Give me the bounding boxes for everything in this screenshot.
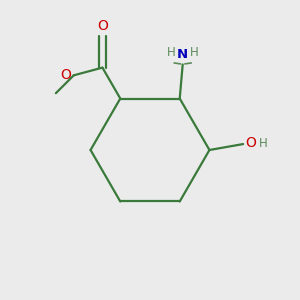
Text: O: O (245, 136, 256, 151)
Text: O: O (97, 19, 108, 33)
Text: N: N (177, 48, 188, 61)
Text: H: H (190, 46, 198, 59)
Text: H: H (259, 137, 267, 150)
Text: H: H (167, 46, 176, 59)
Text: O: O (61, 68, 71, 82)
